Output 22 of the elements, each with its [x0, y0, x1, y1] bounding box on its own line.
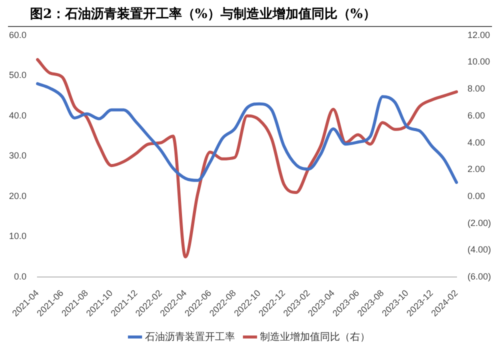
y2-tick-label: 12.00 — [467, 30, 490, 40]
line-series — [36, 82, 458, 184]
y-tick-label: 20.0 — [8, 190, 27, 201]
y2-tick-label: 10.00 — [467, 56, 490, 67]
y2-tick-label: (4.00) — [467, 244, 492, 255]
y2-tick-label: 8.00 — [467, 84, 486, 94]
legend-label: 制造业增加值同比（右） — [260, 330, 370, 343]
y-tick-label: 40.0 — [8, 110, 27, 120]
y2-tick-label: 6.00 — [467, 110, 486, 120]
y2-tick-label: (2.00) — [467, 218, 492, 228]
y-tick-label: 0.0 — [14, 271, 27, 282]
chart-title: 图2：石油沥青装置开工率（%）与制造业增加值同比（%） — [8, 0, 492, 27]
y-tick-label: 50.0 — [8, 70, 27, 80]
y2-tick-label: 0.00 — [467, 190, 486, 201]
line-series — [36, 58, 458, 258]
y-tick-label: 60.0 — [8, 30, 27, 40]
y2-tick-label: (6.00) — [467, 271, 492, 282]
y2-tick-label: 2.00 — [467, 164, 486, 174]
y2-tick-label: 4.00 — [467, 137, 486, 148]
legend-label: 石油沥青装置开工率 — [145, 330, 235, 343]
y-tick-label: 30.0 — [8, 150, 27, 161]
y-tick-label: 10.0 — [8, 231, 27, 242]
